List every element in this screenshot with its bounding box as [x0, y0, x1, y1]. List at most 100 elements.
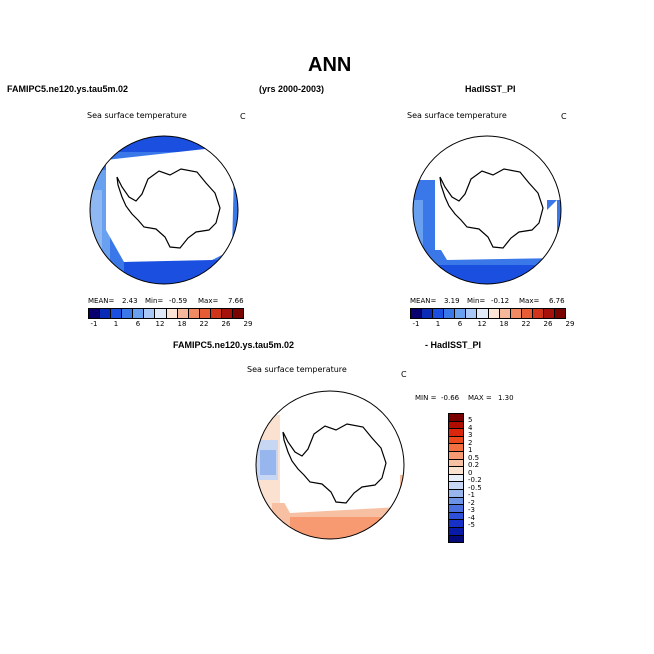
panel1-colorbar-swatch [221, 309, 234, 318]
panel3-colorbar-tick-label: 1 [468, 446, 473, 455]
antarctica-outline [439, 168, 544, 249]
panel2-colorbar-swatch [444, 309, 456, 318]
panel2-colorbar-swatch [455, 309, 467, 318]
panel3-colorbar-tick-label: 3 [468, 431, 473, 440]
panel2-colorbar-swatch [477, 309, 489, 318]
antarctica-outline [116, 168, 221, 249]
panel1-colorbar-swatch [111, 309, 123, 318]
panel2-units: C [561, 112, 567, 121]
panel1-colorbar-tick-label: -1 [90, 320, 98, 328]
panel2-colorbar-swatch [555, 309, 566, 318]
panel2-max: 6.76 [549, 297, 565, 305]
left-case-label: FAMIPC5.ne120.ys.tau5m.02 [7, 84, 129, 94]
panel3-colorbar-swatch [449, 520, 463, 528]
panel1-colorbar-swatch [122, 309, 134, 318]
panel3-colorbar-swatch [449, 467, 463, 475]
panel2-colorbar-tick-label: 6 [457, 320, 463, 328]
panel2-colorbar-swatch [499, 309, 511, 318]
page-title: ANN [308, 54, 352, 76]
panel1-mean: 2.43 [122, 297, 138, 305]
panel2-colorbar-tick-label: 22 [521, 320, 531, 328]
panel3-colorbar-tick-label: -3 [468, 506, 475, 515]
panel1-colorbar-tick-label: 22 [199, 320, 209, 328]
panel3-colorbar-swatch [449, 527, 463, 536]
panel2-colorbar-tick-label: 12 [477, 320, 487, 328]
panel2-colorbar-tick-label: 18 [499, 320, 509, 328]
panel2-colorbar-tick-label: 1 [435, 320, 441, 328]
panel2-map [412, 135, 562, 285]
panel3-colorbar-swatch [449, 535, 463, 543]
panel3-colorbar-swatch [449, 505, 463, 513]
panel3-colorbar-swatch [449, 436, 463, 445]
panel3-colorbar-tick-label: -0.2 [468, 476, 482, 485]
panel3-colorbar-swatch [449, 489, 463, 498]
panel2-colorbar-swatch [488, 309, 500, 318]
panel3-colorbar-swatch [449, 421, 463, 430]
panel2-sst-field [413, 136, 561, 284]
panel3-colorbar-swatch [449, 444, 463, 452]
panel1-min-label: Min= [145, 297, 164, 305]
panel2-colorbar-swatch [510, 309, 522, 318]
panel3-colorbar-tick-label: -5 [468, 521, 475, 530]
panel3-colorbar-swatch [449, 414, 463, 422]
antarctica-outline [282, 423, 387, 504]
panel3-min-label: MIN = [415, 394, 437, 402]
panel1-colorbar-swatch [166, 309, 178, 318]
diff-left-label: FAMIPC5.ne120.ys.tau5m.02 [173, 340, 295, 350]
panel1-map [89, 135, 239, 285]
right-case-label: HadISST_PI [465, 84, 516, 94]
panel1-min: -0.59 [169, 297, 188, 305]
panel3-colorbar-swatch [449, 497, 463, 506]
panel1-max: 7.66 [228, 297, 244, 305]
panel1-colorbar-tick-label: 29 [243, 320, 253, 328]
panel3-colorbar-swatch [449, 474, 463, 483]
panel2-colorbar [410, 308, 566, 319]
panel3-colorbar-labels: 5 4 3 2 1 0.5 0.2 0 -0.2 -0.5 -1 -2 -3 -4 -5 [468, 413, 498, 541]
panel3-colorbar-tick-label: 0 [468, 468, 473, 477]
panel3-colorbar-swatch [449, 459, 463, 468]
panel3-colorbar-swatch [449, 512, 463, 521]
panel3-sst-diff-field [256, 391, 404, 539]
panel3-colorbar-swatch [449, 429, 463, 437]
panel1-colorbar-swatch [133, 309, 145, 318]
panel1-colorbar-tick-label: 6 [135, 320, 141, 328]
panel1-colorbar-tick-label: 18 [177, 320, 187, 328]
panel2-colorbar-tick-label: 29 [565, 320, 575, 328]
panel1-colorbar-tick-label: 26 [221, 320, 231, 328]
panel1-colorbar-tick-label: 12 [155, 320, 165, 328]
panel3-colorbar-tick-label: -4 [468, 513, 475, 522]
panel2-variable: Sea surface temperature [407, 111, 507, 120]
panel1-colorbar-swatch [210, 309, 222, 318]
panel3-max-label: MAX = [468, 394, 492, 402]
panel2-colorbar-swatch [411, 309, 423, 318]
panel2-colorbar-swatch [543, 309, 556, 318]
panel3-colorbar-tick-label: 5 [468, 416, 473, 425]
panel3-colorbar-tick-label: -1 [468, 491, 475, 500]
panel1-colorbar-swatch [199, 309, 211, 318]
panel3-min: -0.66 [441, 394, 460, 402]
panel1-variable: Sea surface temperature [87, 111, 187, 120]
panel1-colorbar-swatch [144, 309, 156, 318]
panel3-colorbar-tick-label: 4 [468, 423, 473, 432]
panel3-units: C [401, 370, 407, 379]
panel3-variable: Sea surface temperature [247, 365, 347, 374]
panel3-colorbar-tick-label: -2 [468, 498, 475, 507]
years-label: (yrs 2000-2003) [259, 84, 325, 94]
panel2-min: -0.12 [491, 297, 510, 305]
panel3-colorbar-swatch [449, 482, 463, 490]
panel2-colorbar-swatch [521, 309, 533, 318]
panel3-colorbar-swatch [449, 451, 463, 460]
panel2-min-label: Min= [467, 297, 486, 305]
panel2-colorbar-swatch [433, 309, 445, 318]
panel1-colorbar-swatch [89, 309, 101, 318]
diff-right-label: - HadISST_PI [425, 340, 482, 350]
panel3-colorbar-tick-label: 2 [468, 438, 473, 447]
panel3-colorbar-tick-label: 0.2 [468, 461, 480, 470]
panel1-colorbar-swatch [233, 309, 244, 318]
panel3-colorbar [448, 413, 464, 543]
panel2-colorbar-tick-label: -1 [412, 320, 420, 328]
panel1-units: C [240, 112, 246, 121]
panel1-mean-label: MEAN= [88, 297, 115, 305]
panel2-colorbar-swatch [466, 309, 478, 318]
panel1-colorbar-swatch [155, 309, 167, 318]
